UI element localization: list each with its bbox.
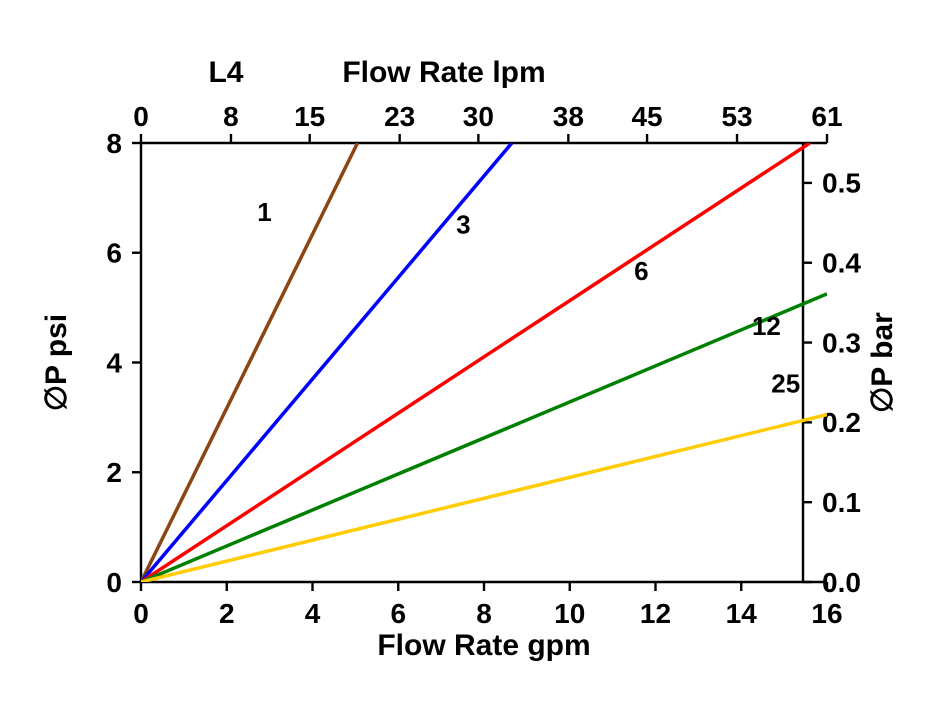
x-bottom-tick-label: 2 <box>219 598 235 629</box>
x-top-tick-label: 23 <box>384 101 415 132</box>
y-right-axis-title: ∅P bar <box>866 312 899 413</box>
pressure-flow-chart: 02468101214160815233038455361024680.00.1… <box>0 0 936 712</box>
x-top-axis-title: Flow Rate lpm <box>342 56 545 89</box>
series-label: 6 <box>634 256 648 286</box>
y-right-tick-label: 0.4 <box>822 248 861 279</box>
x-top-tick-label: 15 <box>294 101 325 132</box>
x-top-tick-label: 45 <box>631 101 662 132</box>
series-label: 25 <box>771 369 800 399</box>
y-left-tick-label: 8 <box>106 128 122 159</box>
y-right-tick-label: 0.2 <box>822 407 861 438</box>
series-label: 12 <box>752 311 781 341</box>
x-top-tick-label: 8 <box>223 101 239 132</box>
y-right-tick-label: 0.1 <box>822 487 861 518</box>
series-label: 3 <box>456 210 470 240</box>
x-bottom-tick-label: 8 <box>476 598 492 629</box>
x-bottom-tick-label: 6 <box>390 598 406 629</box>
chart-svg: 02468101214160815233038455361024680.00.1… <box>0 0 936 712</box>
y-left-tick-label: 4 <box>106 347 122 378</box>
x-bottom-tick-label: 0 <box>133 598 149 629</box>
x-top-tick-label: 53 <box>721 101 752 132</box>
y-left-tick-label: 0 <box>106 567 122 598</box>
y-left-tick-label: 2 <box>106 457 122 488</box>
y-left-tick-label: 6 <box>106 238 122 269</box>
x-bottom-tick-label: 14 <box>726 598 758 629</box>
chart-label-l4: L4 <box>208 56 243 89</box>
x-top-tick-label: 61 <box>811 101 842 132</box>
x-bottom-axis-title: Flow Rate gpm <box>377 629 590 662</box>
x-top-tick-label: 30 <box>463 101 494 132</box>
series-label: 1 <box>257 197 271 227</box>
y-right-tick-label: 0.5 <box>822 168 861 199</box>
x-top-tick-label: 38 <box>553 101 584 132</box>
x-top-tick-label: 0 <box>133 101 149 132</box>
x-bottom-tick-label: 4 <box>305 598 321 629</box>
y-left-axis-title: ∅P psi <box>40 314 73 411</box>
x-bottom-tick-label: 16 <box>811 598 842 629</box>
y-right-tick-label: 0.0 <box>822 567 861 598</box>
x-bottom-tick-label: 10 <box>554 598 585 629</box>
y-right-tick-label: 0.3 <box>822 327 861 358</box>
x-bottom-tick-label: 12 <box>640 598 671 629</box>
